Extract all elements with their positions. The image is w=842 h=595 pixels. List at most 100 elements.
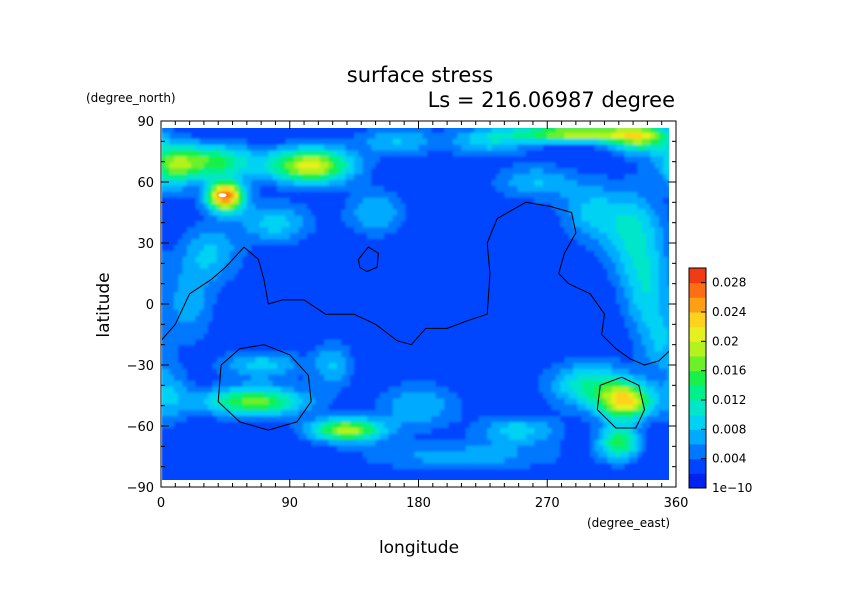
heat-cell xyxy=(594,345,600,352)
heat-cell xyxy=(221,233,226,240)
heat-cell xyxy=(658,274,664,281)
heat-cell xyxy=(212,280,218,287)
heat-cell xyxy=(422,162,428,169)
heat-cell xyxy=(418,321,424,329)
heat-cell xyxy=(530,191,535,199)
heat-cell xyxy=(302,132,308,140)
heat-cell xyxy=(169,268,175,276)
heat-cell xyxy=(534,191,540,199)
heat-cell xyxy=(663,121,668,128)
heat-cell xyxy=(259,262,265,270)
heat-cell xyxy=(233,256,239,264)
heat-cell xyxy=(251,215,257,222)
heat-cell xyxy=(645,168,651,175)
heat-cell xyxy=(203,256,209,264)
heat-cell xyxy=(384,156,390,163)
heat-cell xyxy=(264,345,269,352)
heat-cell xyxy=(367,333,372,341)
heat-cell xyxy=(482,138,488,146)
heat-cell xyxy=(538,268,544,276)
heat-cell xyxy=(238,144,244,152)
heat-cell xyxy=(427,268,432,276)
heat-cell xyxy=(306,309,312,317)
heat-cell xyxy=(435,233,441,240)
heat-cell xyxy=(620,268,626,276)
heat-cell xyxy=(255,174,261,181)
heat-cell xyxy=(439,339,445,346)
heat-cell xyxy=(517,132,523,140)
heat-cell xyxy=(306,262,312,270)
heat-cell xyxy=(495,327,501,335)
heat-cell xyxy=(457,315,463,323)
heat-cell xyxy=(384,327,390,335)
heat-cell xyxy=(324,345,329,352)
heat-cell xyxy=(379,197,385,205)
heat-cell xyxy=(255,268,261,276)
heat-cell xyxy=(401,209,407,217)
heat-cell xyxy=(294,309,299,317)
heat-cell xyxy=(654,357,660,364)
heat-cell xyxy=(221,286,226,293)
heat-cell xyxy=(645,203,651,211)
heat-cell xyxy=(542,174,548,181)
heat-cell xyxy=(405,292,411,299)
heat-cell xyxy=(525,286,531,293)
heat-cell xyxy=(512,168,518,175)
heat-cell xyxy=(564,339,570,346)
heat-cell xyxy=(367,150,372,158)
heat-cell xyxy=(182,327,188,335)
heat-cell xyxy=(555,309,561,317)
heat-cell xyxy=(615,351,621,358)
heat-cell xyxy=(349,339,355,346)
heat-cell xyxy=(238,162,244,169)
heat-cell xyxy=(474,351,480,358)
heat-cell xyxy=(336,315,342,323)
heat-cell xyxy=(607,168,613,175)
heat-cell xyxy=(414,327,420,335)
heat-cell xyxy=(538,239,544,246)
heat-cell xyxy=(251,185,257,193)
heat-cell xyxy=(482,280,488,287)
heat-cell xyxy=(392,345,398,352)
heat-cell xyxy=(577,304,583,311)
heat-cell xyxy=(272,150,278,158)
heat-cell xyxy=(268,357,274,364)
heat-cell xyxy=(162,197,166,205)
heat-cell xyxy=(465,144,471,152)
heat-cell xyxy=(594,197,600,205)
heat-cell xyxy=(521,315,527,323)
heat-cell xyxy=(487,357,493,364)
heat-cell xyxy=(654,132,660,140)
heat-cell xyxy=(173,274,179,281)
heat-cell xyxy=(208,168,214,175)
heat-cell xyxy=(542,315,548,323)
heat-cell xyxy=(336,309,342,317)
heat-cell xyxy=(465,250,471,258)
heat-cell xyxy=(221,239,226,246)
heat-cell xyxy=(607,298,613,305)
heat-cell xyxy=(465,227,471,234)
heat-cell xyxy=(354,185,360,193)
heat-cell xyxy=(594,357,600,364)
heat-cell xyxy=(259,132,265,140)
heat-cell xyxy=(478,274,484,281)
heat-cell xyxy=(594,185,600,193)
heat-cell xyxy=(345,363,351,370)
heat-cell xyxy=(203,215,209,222)
heat-cell xyxy=(349,250,355,258)
heat-cell xyxy=(311,168,317,175)
heat-cell xyxy=(534,250,540,258)
heat-cell xyxy=(268,327,274,335)
heat-cell xyxy=(470,150,475,158)
heat-cell xyxy=(637,286,643,293)
heat-cell xyxy=(203,321,209,329)
heat-cell xyxy=(233,185,239,193)
heat-cell xyxy=(178,256,184,264)
heat-cell xyxy=(478,128,484,134)
heat-cell xyxy=(349,239,355,246)
heat-cell xyxy=(628,191,634,199)
heat-cell xyxy=(311,244,317,252)
heat-cell xyxy=(349,203,355,211)
heat-cell xyxy=(165,138,171,146)
heat-cell xyxy=(431,333,437,341)
